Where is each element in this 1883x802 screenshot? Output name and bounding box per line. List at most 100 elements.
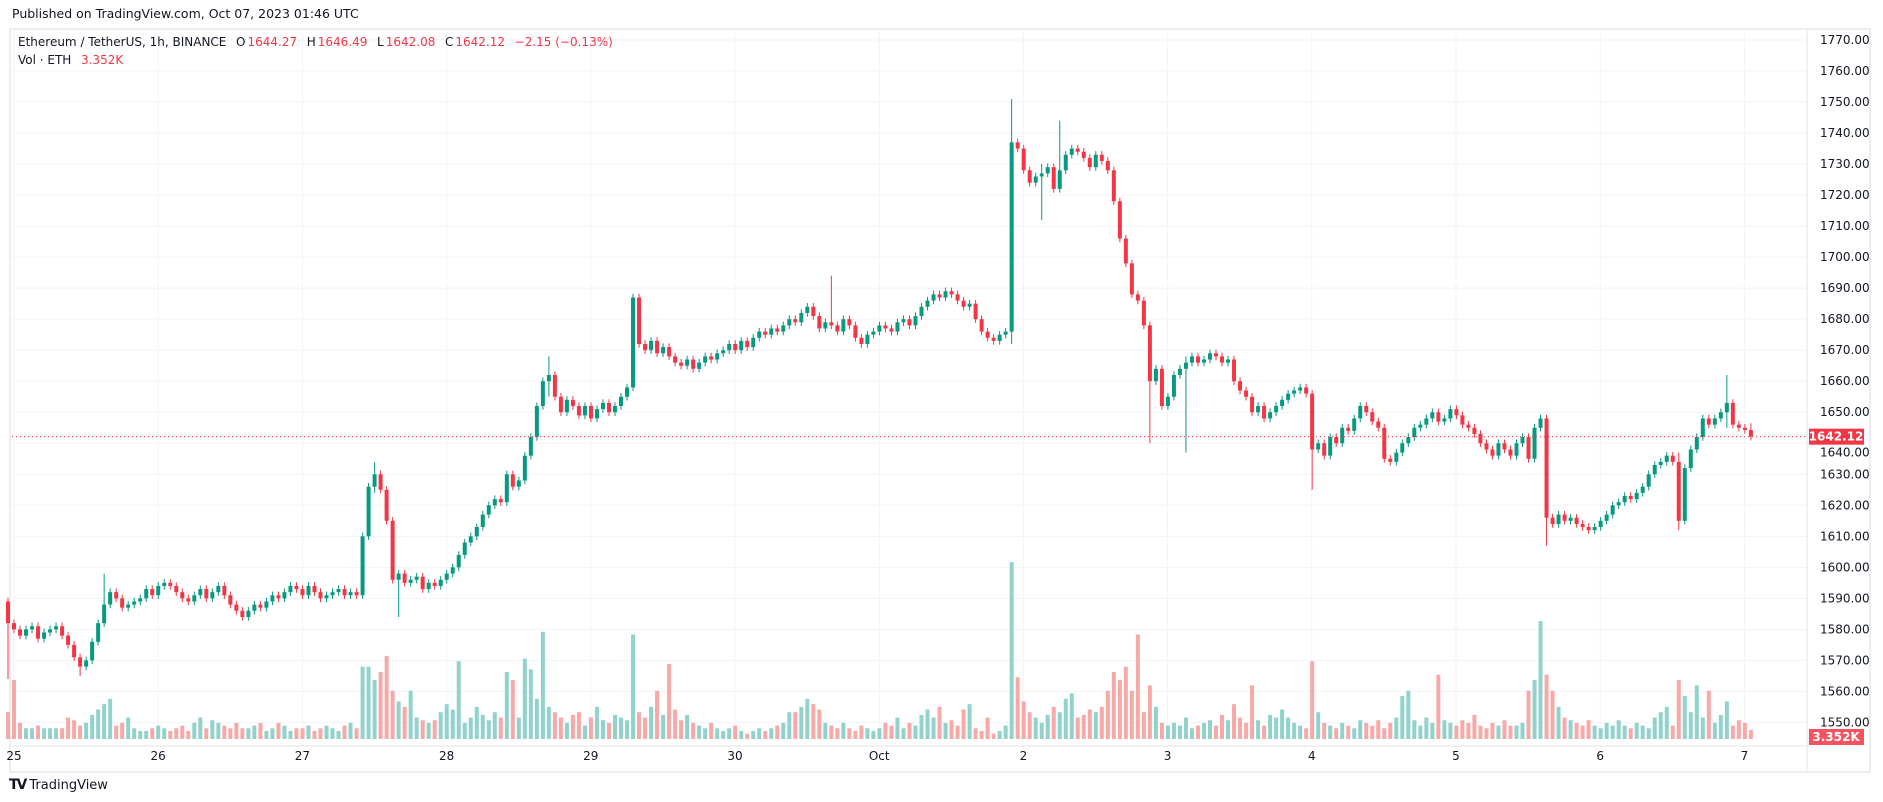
- last-price-label: 1642.12: [1809, 430, 1864, 444]
- volume-bar: [1550, 690, 1555, 739]
- candle: [817, 312, 822, 333]
- legend-close: 1642.12: [455, 35, 506, 49]
- volume-bar: [318, 728, 323, 739]
- candle: [643, 340, 648, 354]
- legend-volume-label[interactable]: Vol · ETH: [18, 53, 72, 67]
- candle-body: [961, 300, 966, 307]
- candle-body: [516, 480, 521, 487]
- candle: [1207, 349, 1212, 364]
- candle-body: [1015, 142, 1020, 149]
- volume-bar: [192, 722, 197, 739]
- candle: [655, 337, 660, 358]
- volume-bar: [1454, 725, 1459, 739]
- candle-body: [1207, 353, 1212, 360]
- candle-body: [468, 536, 473, 543]
- volume-bar: [895, 717, 900, 739]
- candle-body: [1658, 461, 1663, 465]
- candle-body: [1352, 418, 1357, 431]
- candle: [192, 591, 197, 606]
- volume-bar: [637, 712, 642, 739]
- candle: [1508, 445, 1513, 460]
- candle-body: [1526, 437, 1531, 459]
- volume-bar: [763, 730, 768, 739]
- volume-bar: [150, 728, 155, 739]
- candle: [1135, 290, 1140, 305]
- tradingview-logo[interactable]: TV TradingView: [9, 777, 108, 793]
- volume-bar: [72, 720, 77, 739]
- candle-body: [1099, 154, 1104, 161]
- candle: [1286, 389, 1291, 404]
- candle-body: [1220, 356, 1225, 363]
- candle: [1027, 166, 1032, 187]
- volume-bar: [588, 717, 593, 739]
- candle: [991, 334, 996, 345]
- candle-body: [1274, 406, 1279, 413]
- candle-body: [1075, 148, 1080, 152]
- volume-bar: [1568, 720, 1573, 739]
- candle-body: [823, 322, 828, 329]
- candle-body: [1063, 154, 1068, 171]
- volume-bar: [1694, 685, 1699, 739]
- candle: [1177, 365, 1182, 379]
- candle-body: [456, 554, 461, 568]
- candle: [294, 582, 299, 593]
- candle-body: [1171, 375, 1176, 397]
- candle: [168, 579, 173, 590]
- candle: [138, 594, 143, 606]
- candle-body: [1153, 368, 1158, 382]
- volume-bar: [210, 720, 215, 739]
- volume-bar: [901, 728, 906, 739]
- volume-bar: [667, 663, 672, 739]
- candle: [456, 551, 461, 572]
- price-tick-label: 1770.00: [1820, 33, 1870, 47]
- volume-bar: [354, 728, 359, 739]
- price-tick-label: 1630.00: [1820, 467, 1870, 481]
- volume-bar: [661, 714, 666, 739]
- candle-body: [1748, 430, 1753, 437]
- legend-ohlc-row: Ethereum / TetherUS, 1h, BINANCE O 1644.2…: [18, 33, 615, 51]
- candle-body: [757, 331, 762, 338]
- volume-bar: [1009, 562, 1014, 739]
- candle: [937, 290, 942, 302]
- candle-body: [1346, 427, 1351, 431]
- candle-body: [1616, 502, 1621, 506]
- candle-body: [1412, 427, 1417, 438]
- candle: [1664, 451, 1669, 466]
- candle: [1189, 352, 1194, 367]
- candle-body: [1400, 443, 1405, 453]
- volume-bar: [1604, 722, 1609, 739]
- price-tick-label: 1620.00: [1820, 498, 1870, 512]
- candle-body: [558, 396, 563, 413]
- candle: [1009, 98, 1014, 344]
- candle-body: [1057, 170, 1062, 189]
- candle-body: [1700, 418, 1705, 438]
- candle-body: [90, 641, 95, 661]
- candle: [1436, 408, 1441, 426]
- volume-bar: [1424, 717, 1429, 739]
- time-tick-label: 6: [1596, 749, 1604, 763]
- candle: [907, 315, 912, 330]
- price-tick-label: 1700.00: [1820, 250, 1870, 264]
- volume-bar: [30, 728, 35, 739]
- candle-body: [997, 334, 1002, 341]
- candle-body: [348, 592, 353, 596]
- volume-bar: [805, 698, 810, 739]
- candle-body: [1021, 148, 1026, 171]
- candle: [1670, 451, 1675, 466]
- candle-body: [54, 626, 59, 630]
- volume-bar: [570, 714, 575, 739]
- candle-body: [66, 635, 71, 645]
- candle: [889, 324, 894, 336]
- candle: [1424, 414, 1429, 429]
- volume-bar: [835, 728, 840, 739]
- legend-symbol[interactable]: Ethereum / TetherUS, 1h, BINANCE: [18, 35, 227, 49]
- volume-bar: [1340, 722, 1345, 739]
- candle-body: [5, 601, 10, 624]
- candle-body: [1562, 514, 1567, 521]
- volume-bar: [90, 714, 95, 739]
- volume-bar: [1165, 725, 1170, 739]
- candle: [967, 299, 972, 311]
- candle-body: [727, 343, 732, 351]
- volume-bar: [390, 690, 395, 739]
